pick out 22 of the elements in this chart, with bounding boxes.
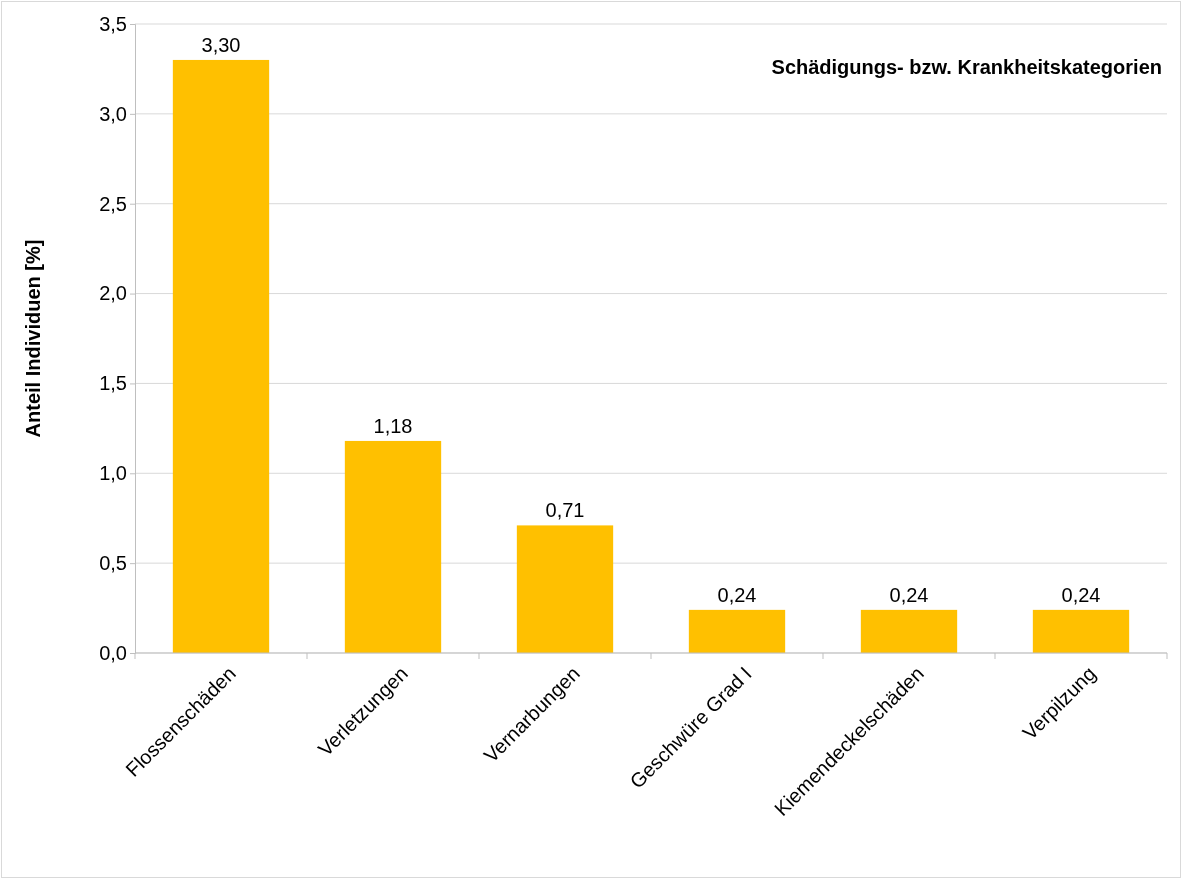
- bar: [344, 440, 442, 653]
- bar: [860, 609, 958, 653]
- y-tick-label: 3,0: [99, 102, 127, 125]
- y-tick-label: 0,5: [99, 552, 127, 575]
- data-label: 3,30: [201, 33, 241, 56]
- data-label: 0,24: [1061, 583, 1101, 606]
- data-label: 0,24: [889, 583, 929, 606]
- text: Schädigungs- bzw. Krankheitskategorien: [771, 56, 1162, 78]
- y-tick-label: 2,0: [99, 282, 127, 305]
- y-axis-title: Anteil Individuen [%]: [22, 239, 44, 438]
- bar: [1032, 609, 1130, 653]
- y-tick-label: 3,5: [99, 12, 127, 35]
- bar: [172, 59, 270, 653]
- y-tick-label: 1,5: [99, 372, 127, 395]
- data-label: 0,71: [545, 499, 585, 522]
- y-tick-label: 0,0: [99, 641, 127, 664]
- y-tick-label: 2,5: [99, 192, 127, 215]
- bar: [516, 525, 614, 653]
- data-label: 1,18: [373, 414, 413, 437]
- y-tick-label: 1,0: [99, 462, 127, 485]
- data-label: 0,24: [717, 583, 757, 606]
- bar: [688, 609, 786, 653]
